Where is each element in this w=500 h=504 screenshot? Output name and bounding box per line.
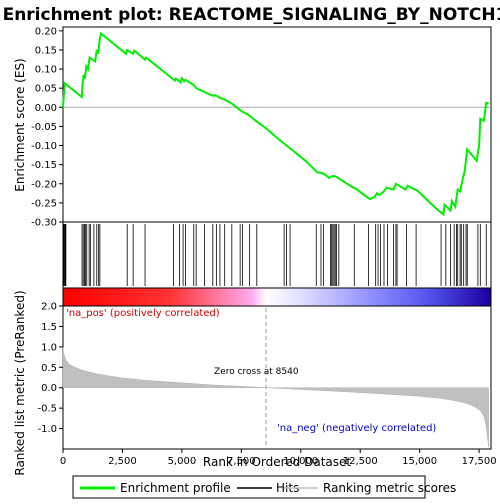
metric-y-tick-label: 2.0 [41, 302, 57, 313]
ranking-metric-area [62, 346, 489, 448]
x-tick-label: 15,000 [402, 456, 437, 467]
es-y-tick-label: -0.20 [31, 179, 57, 190]
x-tick-label: 0 [60, 456, 66, 467]
ranking-metric-panel: 2.0 1.5 1.0 0.5 0.0 -0.5 -1.0 0 2,500 5,000 7,500… [13, 290, 497, 475]
es-y-tick-label: 0.00 [35, 103, 57, 114]
negative-label: 'na_neg' (negatively correlated) [277, 423, 436, 434]
legend-enrichment-label: Enrichment profile [120, 481, 231, 495]
enrichment-profile-line [62, 31, 489, 217]
es-y-tick-label: -0.10 [31, 141, 57, 152]
es-y-tick-label: -0.30 [31, 218, 57, 229]
es-y-tick-label: -0.25 [31, 198, 57, 209]
rank-color-bar [62, 287, 492, 307]
es-panel: 0.20 0.15 0.10 0.05 0.00 -0.05 -0.10 -0.15 -0.20… [13, 26, 492, 229]
metric-y-tick-label: 0.0 [41, 383, 57, 394]
metric-y-tick-label: -1.0 [37, 424, 57, 435]
es-y-tick-label: 0.20 [35, 26, 57, 37]
x-tick-label: 17,500 [462, 456, 497, 467]
es-y-tick-label: -0.15 [31, 160, 57, 171]
es-y-ticks: 0.20 0.15 0.10 0.05 0.00 -0.05 -0.10 -0.15 -0.20… [31, 26, 63, 229]
es-y-tick-label: 0.15 [35, 45, 57, 56]
es-y-tick-label: 0.05 [35, 84, 57, 95]
es-y-tick-label: -0.05 [31, 122, 57, 133]
positive-label: 'na_pos' (positively correlated) [66, 308, 220, 319]
hits-panel [62, 221, 492, 289]
x-tick-label: 12,500 [343, 456, 378, 467]
legend-metric-label: Ranking metric scores [323, 481, 456, 495]
chart-title: Enrichment plot: REACTOME_SIGNALING_BY_N… [3, 5, 500, 25]
hits-panel-frame [62, 221, 492, 289]
metric-y-ticks: 2.0 1.5 1.0 0.5 0.0 -0.5 -1.0 [37, 302, 63, 435]
x-tick-label: 2,500 [108, 456, 137, 467]
legend: Enrichment profile Hits Ranking metric s… [72, 475, 456, 499]
x-tick-label: 5,000 [168, 456, 197, 467]
es-y-tick-label: 0.10 [35, 65, 57, 76]
metric-panel-frame [62, 305, 492, 450]
zero-cross-label: Zero cross at 8540 [214, 367, 299, 377]
hit-lines [63, 224, 487, 286]
metric-y-tick-label: 1.5 [41, 322, 57, 333]
x-ticks: 0 2,500 5,000 7,500 10,000 12,500 15,000 17,500 [60, 449, 497, 467]
metric-y-tick-label: 0.5 [41, 363, 57, 374]
es-panel-frame [62, 26, 492, 223]
legend-frame [72, 475, 426, 499]
x-tick-label: 10,000 [283, 456, 318, 467]
metric-y-label: Ranked list metric (PreRanked) [13, 290, 27, 475]
x-tick-label: 7,500 [227, 456, 256, 467]
x-axis-label: Rank in Ordered Dataset [203, 455, 351, 469]
es-y-label: Enrichment score (ES) [13, 58, 27, 191]
metric-y-tick-label: 1.0 [41, 342, 57, 353]
metric-y-tick-label: -0.5 [37, 404, 57, 415]
